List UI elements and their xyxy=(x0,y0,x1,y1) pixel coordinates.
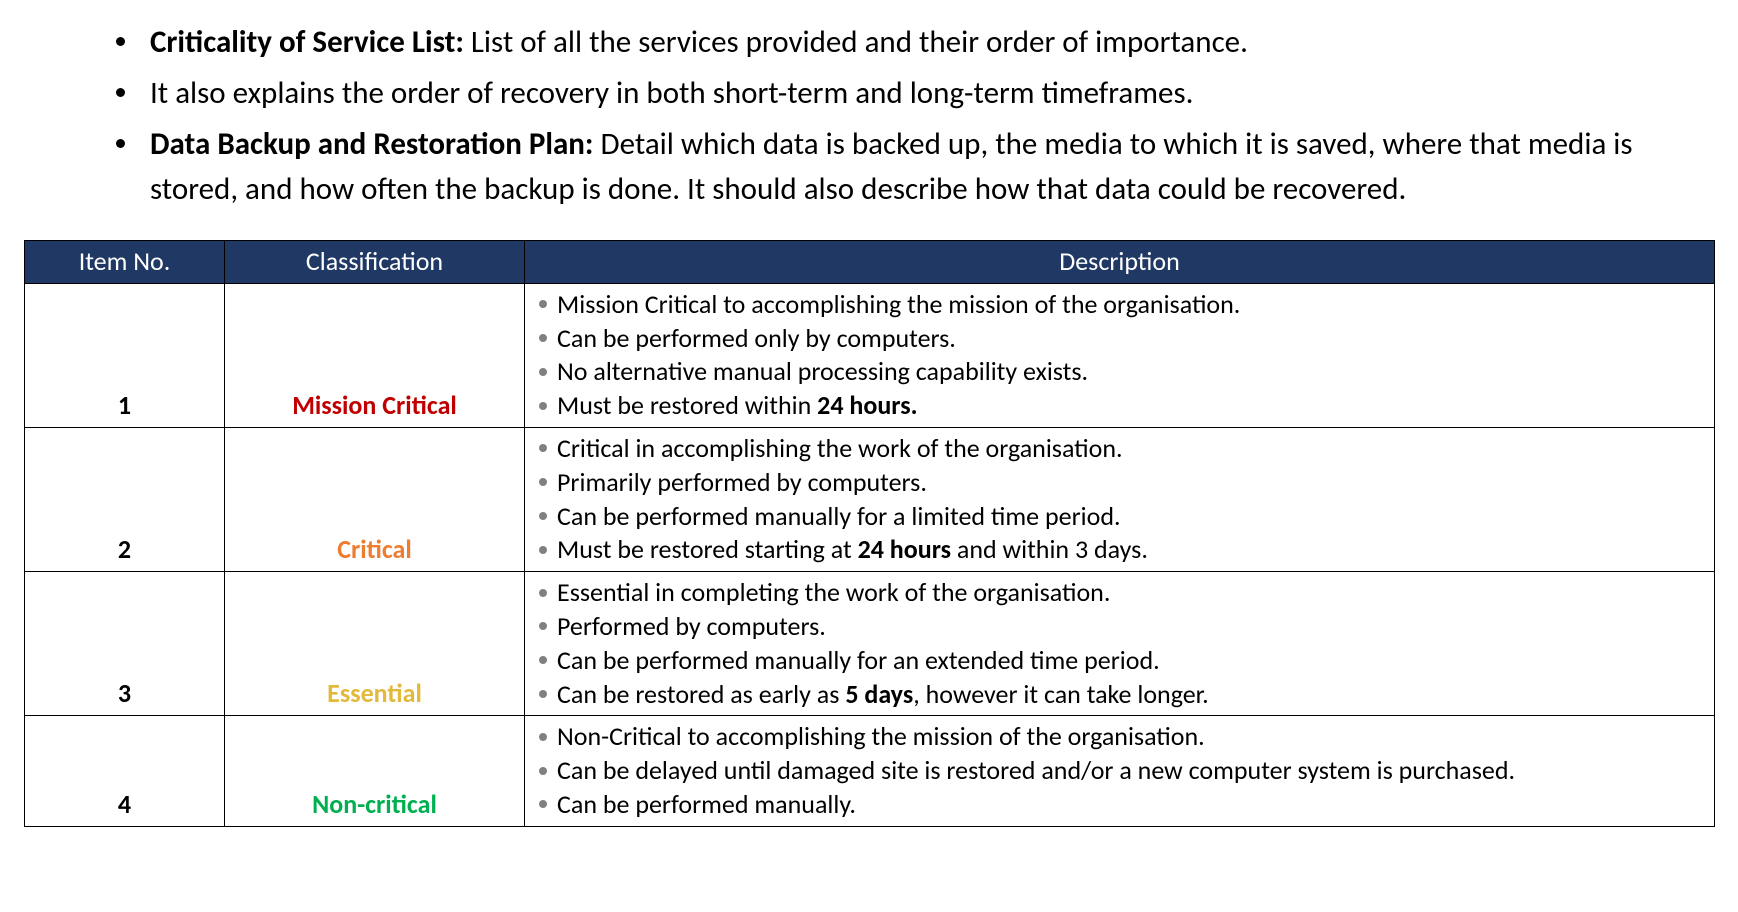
description-text: Must be restored starting at xyxy=(557,533,858,565)
description-item: Mission Critical to accomplishing the mi… xyxy=(535,288,1706,322)
description-text-bold: 24 hours. xyxy=(817,389,917,421)
cell-item-no: 3 xyxy=(25,572,225,716)
description-text-bold: 24 hours xyxy=(858,533,951,565)
description-item: Essential in completing the work of the … xyxy=(535,576,1706,610)
description-text: Essential in completing the work of the … xyxy=(557,576,1110,608)
description-item: Performed by computers. xyxy=(535,610,1706,644)
description-text: Can be performed manually. xyxy=(557,788,856,820)
intro-bullet-lead: Criticality of Service List: xyxy=(150,23,464,61)
description-text: , however it can take longer. xyxy=(913,678,1208,710)
description-item: Can be restored as early as 5 days, howe… xyxy=(535,678,1706,712)
description-text-bold: 5 days xyxy=(845,678,913,710)
description-text: Mission Critical to accomplishing the mi… xyxy=(557,288,1240,320)
table-row: 2Critical Critical in accomplishing the w… xyxy=(25,427,1715,571)
intro-bullet-list: Criticality of Service List: List of all… xyxy=(104,20,1714,212)
intro-bullet: Data Backup and Restoration Plan: Detail… xyxy=(104,122,1714,212)
classification-table: Item No. Classification Description 1Mis… xyxy=(24,240,1715,827)
description-list: Mission Critical to accomplishing the mi… xyxy=(535,288,1706,423)
description-text: Critical in accomplishing the work of th… xyxy=(557,432,1123,464)
cell-item-no: 1 xyxy=(25,283,225,427)
description-text: Performed by computers. xyxy=(557,610,826,642)
description-item: No alternative manual processing capabil… xyxy=(535,355,1706,389)
table-row: 3Essential Essential in completing the wo… xyxy=(25,572,1715,716)
description-item: Can be performed only by computers. xyxy=(535,322,1706,356)
table-body: 1Mission Critical Mission Critical to acc… xyxy=(25,283,1715,826)
table-row: 4Non-critical Non-Critical to accomplishi… xyxy=(25,716,1715,826)
header-item-no: Item No. xyxy=(25,240,225,283)
description-text: Must be restored within xyxy=(557,389,817,421)
cell-classification: Non-critical xyxy=(225,716,525,826)
intro-bullet: Criticality of Service List: List of all… xyxy=(104,20,1714,65)
intro-bullet-text: It also explains the order of recovery i… xyxy=(150,74,1193,112)
description-text: Can be performed only by computers. xyxy=(557,322,956,354)
description-text: Primarily performed by computers. xyxy=(557,466,927,498)
header-description: Description xyxy=(525,240,1715,283)
description-item: Can be performed manually. xyxy=(535,788,1706,822)
table-row: 1Mission Critical Mission Critical to acc… xyxy=(25,283,1715,427)
description-list: Critical in accomplishing the work of th… xyxy=(535,432,1706,567)
description-item: Can be delayed until damaged site is res… xyxy=(535,754,1706,788)
description-text: and within 3 days. xyxy=(951,533,1148,565)
description-text: Can be delayed until damaged site is res… xyxy=(557,754,1515,786)
description-list: Essential in completing the work of the … xyxy=(535,576,1706,711)
cell-classification: Essential xyxy=(225,572,525,716)
intro-bullet-lead: Data Backup and Restoration Plan: xyxy=(150,125,593,163)
cell-description: Non-Critical to accomplishing the missio… xyxy=(525,716,1715,826)
description-item: Must be restored within 24 hours. xyxy=(535,389,1706,423)
cell-item-no: 4 xyxy=(25,716,225,826)
table-header-row: Item No. Classification Description xyxy=(25,240,1715,283)
description-item: Non-Critical to accomplishing the missio… xyxy=(535,720,1706,754)
cell-description: Critical in accomplishing the work of th… xyxy=(525,427,1715,571)
cell-item-no: 2 xyxy=(25,427,225,571)
cell-classification: Mission Critical xyxy=(225,283,525,427)
description-item: Primarily performed by computers. xyxy=(535,466,1706,500)
cell-description: Essential in completing the work of the … xyxy=(525,572,1715,716)
description-text: Can be performed manually for an extende… xyxy=(557,644,1160,676)
description-text: No alternative manual processing capabil… xyxy=(557,355,1088,387)
description-item: Can be performed manually for a limited … xyxy=(535,500,1706,534)
description-text: Can be performed manually for a limited … xyxy=(557,500,1121,532)
description-item: Critical in accomplishing the work of th… xyxy=(535,432,1706,466)
cell-description: Mission Critical to accomplishing the mi… xyxy=(525,283,1715,427)
intro-bullet: It also explains the order of recovery i… xyxy=(104,71,1714,116)
description-text: Can be restored as early as xyxy=(557,678,845,710)
description-list: Non-Critical to accomplishing the missio… xyxy=(535,720,1706,821)
cell-classification: Critical xyxy=(225,427,525,571)
description-text: Non-Critical to accomplishing the missio… xyxy=(557,720,1205,752)
description-item: Must be restored starting at 24 hours an… xyxy=(535,533,1706,567)
description-item: Can be performed manually for an extende… xyxy=(535,644,1706,678)
intro-bullet-text: List of all the services provided and th… xyxy=(464,23,1248,61)
header-classification: Classification xyxy=(225,240,525,283)
